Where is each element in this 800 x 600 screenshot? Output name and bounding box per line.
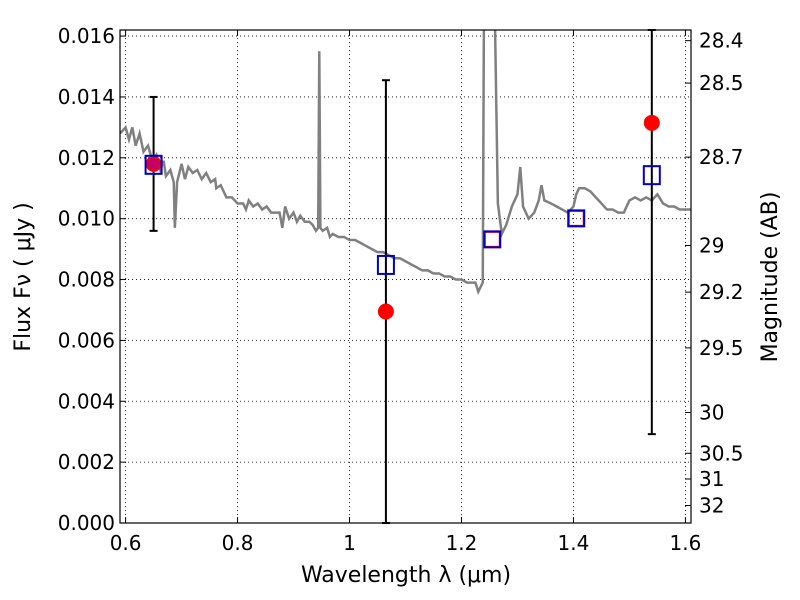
data-markers — [144, 114, 661, 320]
mag-tick-label: 31 — [699, 467, 724, 491]
small-model-marker — [567, 209, 586, 228]
x-tick-label: 0.8 — [222, 531, 254, 555]
y-tick-label: 0.012 — [58, 146, 115, 170]
spectrum-line — [120, 30, 691, 296]
x-tick-label: 0.6 — [110, 531, 142, 555]
y-tick-label: 0.004 — [58, 389, 115, 413]
x-tick-label: 1.6 — [669, 531, 701, 555]
mag-tick-label: 28.5 — [699, 71, 744, 95]
mag-tick-label: 28.7 — [699, 145, 744, 169]
right-axis-title: Magnitude (AB) — [758, 192, 783, 363]
mag-tick-label: 32 — [699, 493, 724, 517]
mag-tick-label: 29.2 — [699, 280, 744, 304]
model-marker — [376, 254, 395, 275]
x-tick-label: 1 — [343, 531, 356, 555]
y-tick-label: 0.010 — [58, 207, 115, 231]
y-axis-ticks: 0.000 0.002 0.004 0.006 0.008 0.010 0.012 0.014… — [58, 24, 126, 535]
overlap-point — [147, 157, 160, 170]
y-tick-label: 0.016 — [58, 24, 115, 48]
plot-frame — [119, 29, 692, 524]
x-axis-title: Wavelength λ (μm) — [301, 563, 511, 588]
spectrum-series — [120, 30, 691, 296]
mag-tick-label: 29.5 — [699, 336, 744, 360]
y-axis-title: Flux Fν ( μJy ) — [11, 202, 36, 351]
observed-point — [377, 303, 394, 320]
mag-tick-label: 30 — [699, 401, 724, 425]
model-marker — [642, 165, 661, 186]
x-tick-label: 1.4 — [558, 531, 590, 555]
y-tick-label: 0.006 — [58, 328, 115, 352]
mag-tick-label: 29 — [699, 233, 724, 257]
y-tick-label: 0.002 — [58, 450, 115, 474]
x-axis-ticks: 0.6 0.8 1 1.2 1.4 1.6 — [110, 30, 701, 555]
small-model-marker — [483, 230, 502, 249]
mag-tick-label: 30.5 — [699, 441, 744, 465]
y-tick-label: 0.008 — [58, 268, 115, 292]
mag-tick-label: 28.4 — [699, 29, 744, 53]
model-marker — [144, 154, 163, 175]
observed-point — [643, 114, 660, 131]
y-tick-label: 0.014 — [58, 85, 115, 109]
x-tick-label: 1.2 — [446, 531, 478, 555]
y-tick-label: 0.000 — [58, 511, 115, 535]
